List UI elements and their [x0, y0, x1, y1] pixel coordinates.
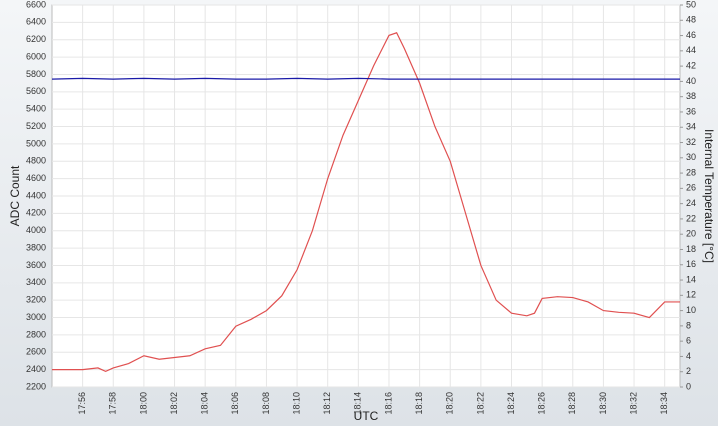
y2-tick-label: 20 — [686, 229, 696, 239]
y-tick-label: 4000 — [26, 225, 46, 235]
y-tick-label: 4600 — [26, 173, 46, 183]
y-tick-label: 3200 — [26, 295, 46, 305]
y-tick-label: 6400 — [26, 17, 46, 27]
y2-tick-label: 34 — [686, 122, 696, 132]
y2-tick-label: 50 — [686, 0, 696, 9]
y-axis-label: ADC Count — [8, 165, 22, 226]
y2-tick-label: 14 — [686, 274, 696, 284]
y2-axis-label: Internal Temperature [°C] — [702, 129, 716, 263]
y-tick-label: 2600 — [26, 347, 46, 357]
y2-tick-label: 30 — [686, 152, 696, 162]
y2-tick-label: 38 — [686, 91, 696, 101]
y2-tick-label: 32 — [686, 137, 696, 147]
x-tick-label: 18:26 — [537, 392, 547, 415]
y-tick-label: 6200 — [26, 34, 46, 44]
x-tick-label: 17:58 — [108, 392, 118, 415]
x-tick-label: 18:12 — [322, 392, 332, 415]
y2-tick-label: 24 — [686, 198, 696, 208]
y-tick-label: 5200 — [26, 121, 46, 131]
y2-tick-label: 16 — [686, 259, 696, 269]
y2-tick-label: 6 — [686, 336, 691, 346]
y2-tick-label: 48 — [686, 15, 696, 25]
y2-tick-label: 10 — [686, 305, 696, 315]
y-tick-label: 5000 — [26, 138, 46, 148]
y-tick-label: 2200 — [26, 381, 46, 391]
y2-tick-label: 28 — [686, 167, 696, 177]
x-axis-label: UTC — [354, 409, 379, 423]
x-tick-label: 18:06 — [230, 392, 240, 415]
y-tick-label: 5400 — [26, 104, 46, 114]
series-line — [52, 32, 680, 373]
y-tick-label: 5800 — [26, 69, 46, 79]
x-tick-label: 18:02 — [169, 392, 179, 415]
y-tick-label: 3600 — [26, 260, 46, 270]
y-tick-label: 3800 — [26, 242, 46, 252]
x-tick-label: 18:30 — [598, 392, 608, 415]
x-tick-label: 18:14 — [353, 392, 363, 415]
x-tick-label: 18:00 — [138, 392, 148, 415]
y-tick-label: 6000 — [26, 51, 46, 61]
x-tick-label: 18:18 — [414, 392, 424, 415]
x-tick-label: 18:08 — [261, 392, 271, 415]
y2-tick-label: 26 — [686, 183, 696, 193]
y-tick-label: 2400 — [26, 364, 46, 374]
y-tick-label: 4800 — [26, 156, 46, 166]
y2-tick-label: 36 — [686, 106, 696, 116]
x-tick-label: 18:10 — [291, 392, 301, 415]
y2-tick-label: 2 — [686, 366, 691, 376]
y-tick-label: 2800 — [26, 329, 46, 339]
y2-tick-label: 46 — [686, 30, 696, 40]
y2-tick-label: 40 — [686, 76, 696, 86]
x-tick-label: 18:04 — [200, 392, 210, 415]
x-tick-label: 17:56 — [77, 392, 87, 415]
y2-tick-label: 42 — [686, 60, 696, 70]
y-tick-label: 6600 — [26, 0, 46, 9]
y-tick-label: 5600 — [26, 86, 46, 96]
y2-tick-label: 44 — [686, 45, 696, 55]
y2-tick-label: 0 — [686, 381, 691, 391]
x-tick-label: 18:34 — [659, 392, 669, 415]
y-tick-label: 3000 — [26, 312, 46, 322]
x-tick-label: 18:20 — [445, 392, 455, 415]
x-tick-label: 18:32 — [628, 392, 638, 415]
y2-tick-label: 8 — [686, 320, 691, 330]
x-tick-label: 18:28 — [567, 392, 577, 415]
y-tick-label: 3400 — [26, 277, 46, 287]
series-line — [51, 77, 680, 80]
y-tick-label: 4200 — [26, 208, 46, 218]
y2-tick-label: 12 — [686, 290, 696, 300]
y-tick-label: 4400 — [26, 190, 46, 200]
y2-tick-label: 18 — [686, 244, 696, 254]
x-tick-label: 18:22 — [475, 392, 485, 415]
y2-tick-label: 4 — [686, 351, 691, 361]
x-tick-label: 18:24 — [506, 392, 516, 415]
x-tick-label: 18:16 — [383, 392, 393, 415]
y2-tick-label: 22 — [686, 213, 696, 223]
